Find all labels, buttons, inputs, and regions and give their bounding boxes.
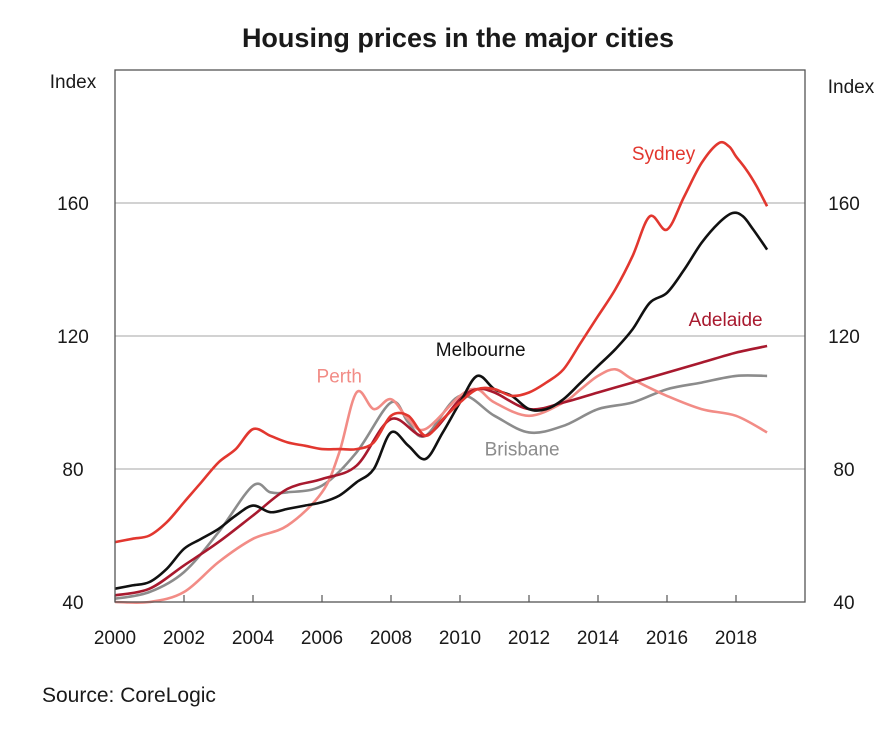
x-tick-label-2002: 2002 [163,628,205,649]
y-left-tick-label-80: 80 [62,460,83,481]
x-tick-label-2018: 2018 [715,628,757,649]
source-note: Source: CoreLogic [42,684,216,707]
series-line-melbourne [114,211,769,590]
series-label-adelaide: Adelaide [689,310,763,331]
y-right-tick-label-120: 120 [828,327,860,348]
x-tick-label-2016: 2016 [646,628,688,649]
y-right-tick-label-160: 160 [828,194,860,215]
series-line-adelaide [114,344,768,597]
x-tick-label-2004: 2004 [232,628,275,649]
series-label-sydney: Sydney [632,144,696,165]
y-left-tick-label-160: 160 [57,194,89,215]
x-tick-label-2000: 2000 [94,628,136,649]
y-right-tick-label-80: 80 [833,460,854,481]
left-axis-unit: Index [50,72,97,93]
series-labels: Sydney Melbourne Adelaide Perth Brisbane [317,144,763,461]
series-label-brisbane: Brisbane [485,440,560,461]
right-axis-ticks: 40 80 120 160 [828,194,860,614]
series-lines [114,140,769,605]
series-label-perth: Perth [317,367,362,388]
x-tick-label-2006: 2006 [301,628,343,649]
right-axis-unit: Index [828,77,875,98]
series-line-sydney [114,140,769,544]
gridlines [115,202,805,470]
left-axis-ticks: 40 80 120 160 [57,194,89,614]
y-left-tick-label-120: 120 [57,327,89,348]
x-tick-label-2010: 2010 [439,628,481,649]
x-axis-ticks: 2000 2002 2004 2006 2008 2010 2012 2014 2016 2018 [94,595,757,649]
y-right-tick-label-40: 40 [833,593,854,614]
chart-title: Housing prices in the major cities [242,23,674,53]
x-tick-label-2012: 2012 [508,628,550,649]
x-tick-label-2014: 2014 [577,628,620,649]
series-label-melbourne: Melbourne [436,340,526,361]
series-line-perth [114,367,768,605]
y-left-tick-label-40: 40 [62,593,83,614]
x-tick-label-2008: 2008 [370,628,412,649]
